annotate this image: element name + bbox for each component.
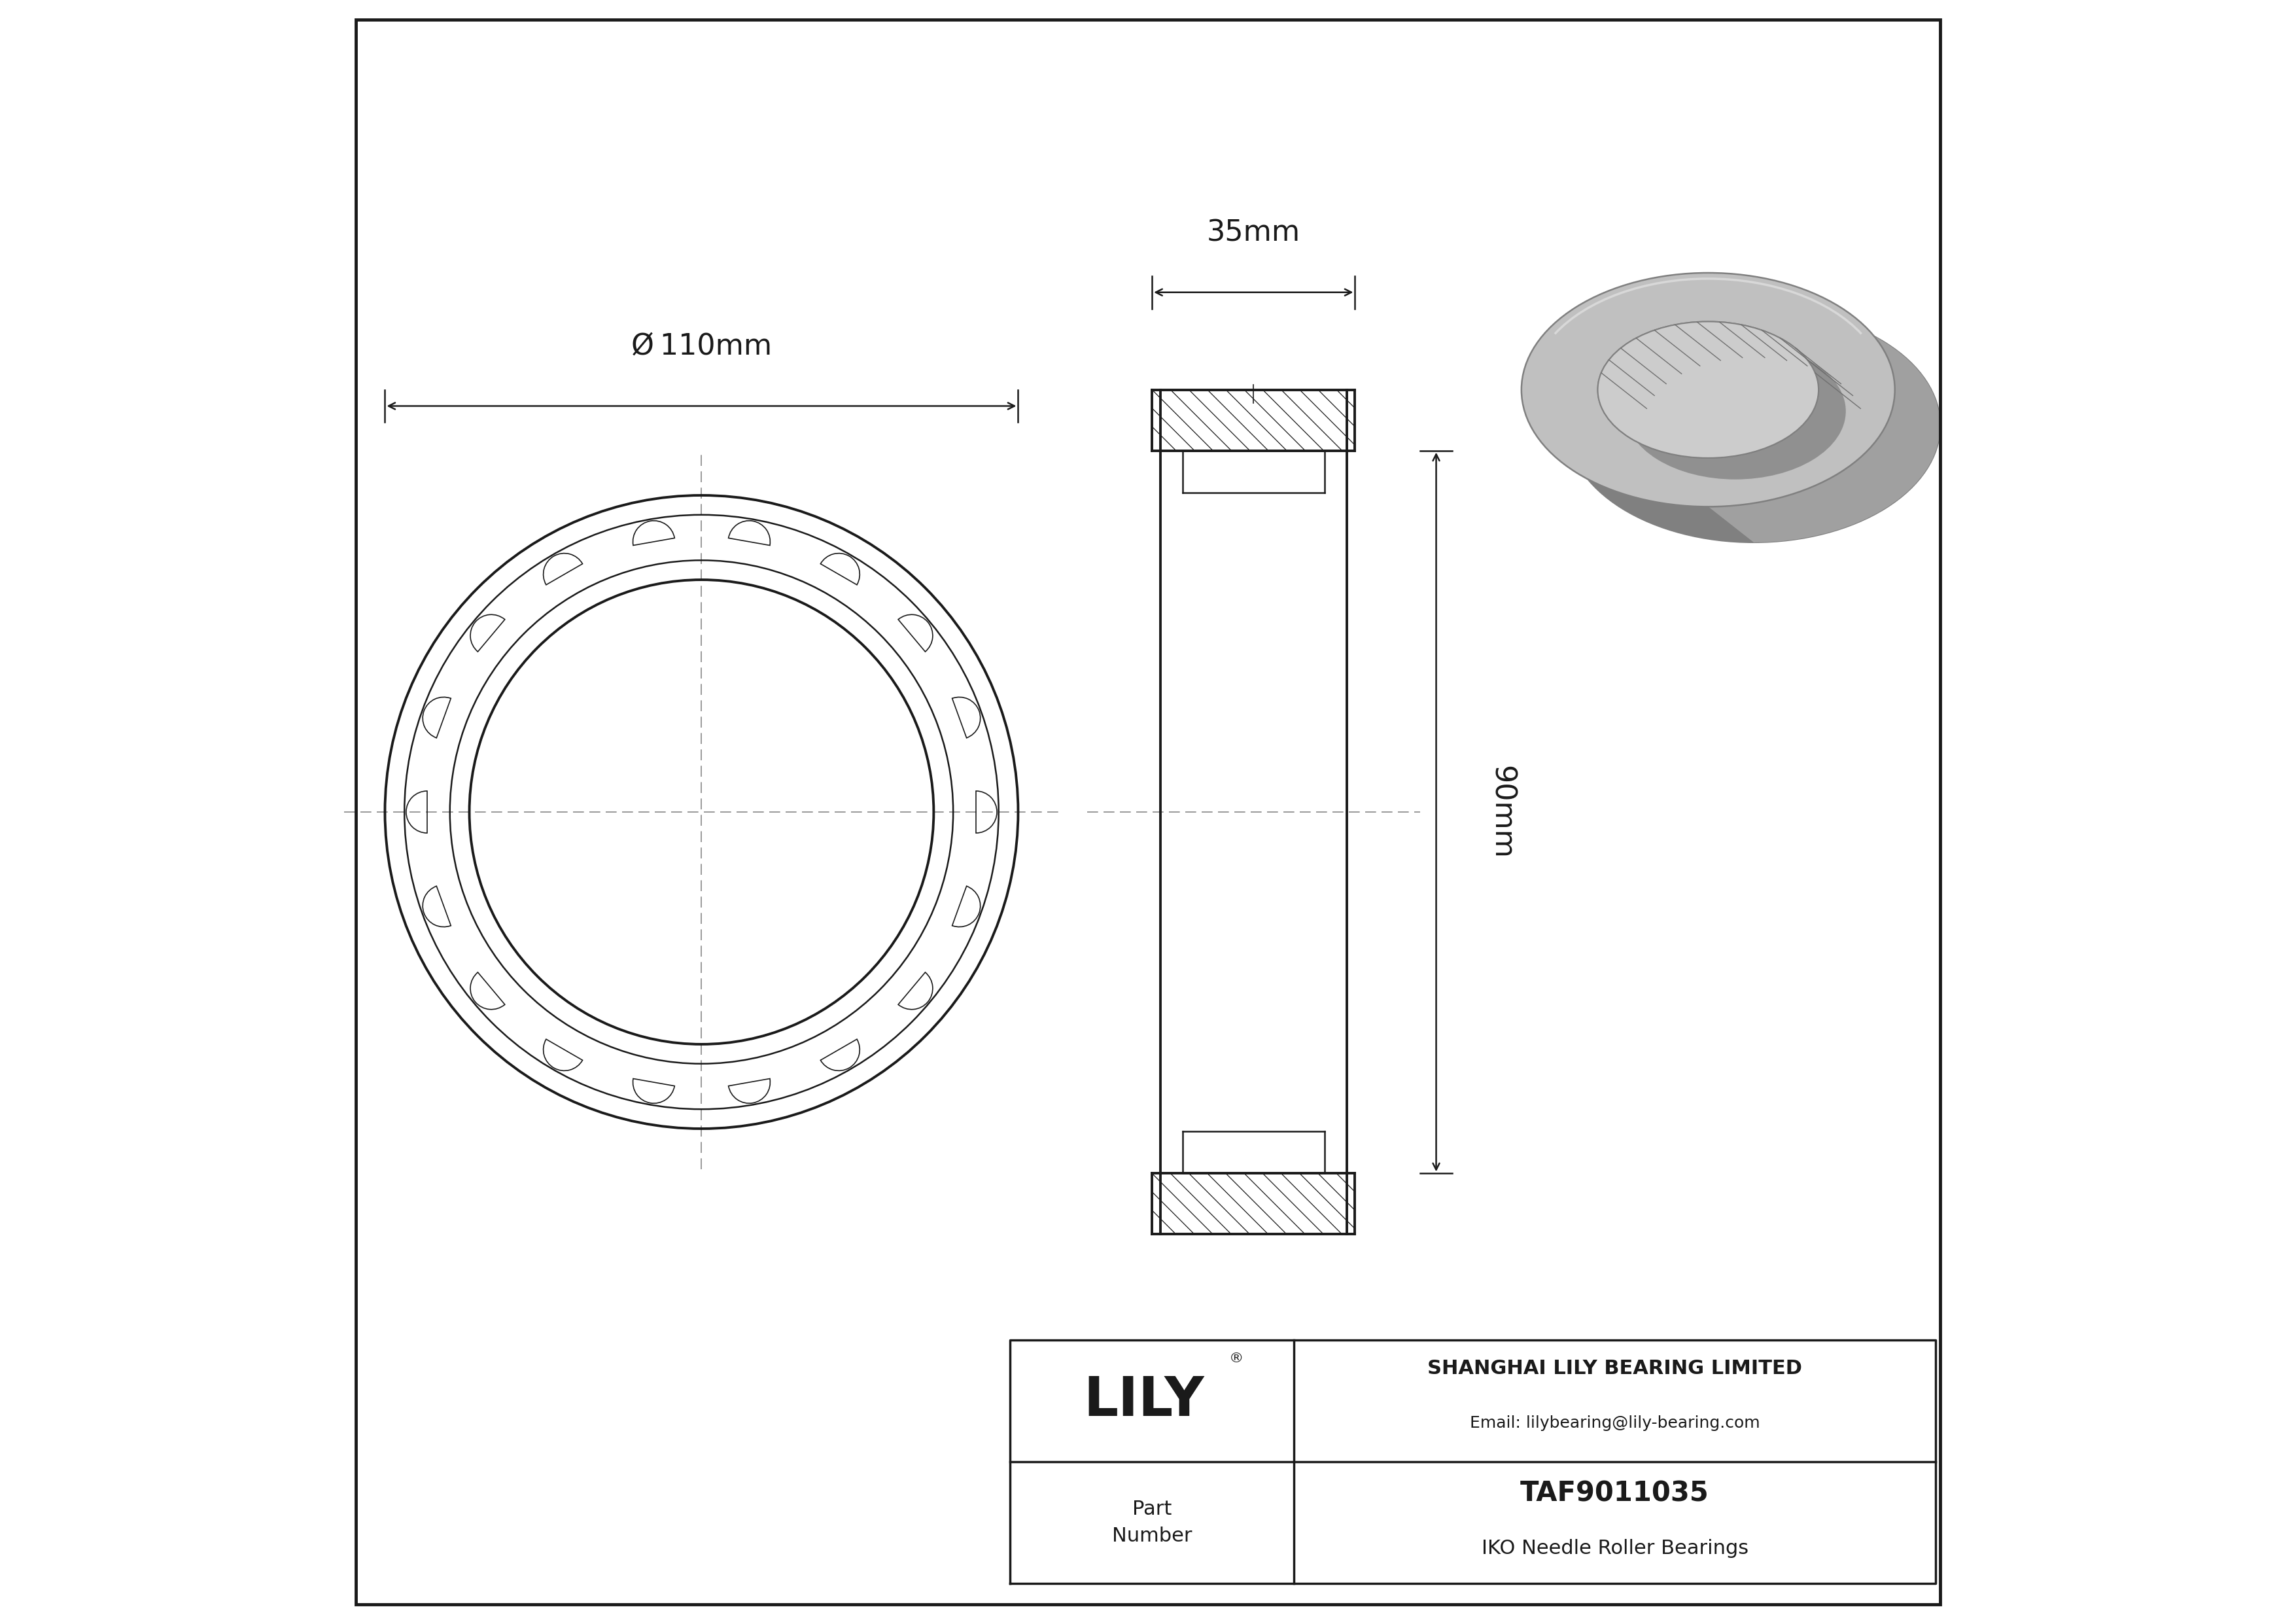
Text: IKO Needle Roller Bearings: IKO Needle Roller Bearings	[1481, 1540, 1747, 1557]
Ellipse shape	[1626, 343, 1846, 479]
Text: Part
Number: Part Number	[1111, 1499, 1192, 1546]
Text: TAF9011035: TAF9011035	[1520, 1479, 1708, 1507]
Ellipse shape	[1522, 273, 1894, 507]
Ellipse shape	[1598, 322, 1818, 458]
Text: ®: ®	[1228, 1351, 1244, 1366]
Text: 90mm: 90mm	[1488, 765, 1515, 859]
Ellipse shape	[1644, 357, 1864, 494]
Text: 35mm: 35mm	[1208, 219, 1300, 247]
Text: SHANGHAI LILY BEARING LIMITED: SHANGHAI LILY BEARING LIMITED	[1428, 1359, 1802, 1377]
Ellipse shape	[1566, 309, 1940, 542]
Ellipse shape	[1598, 322, 1818, 458]
Polygon shape	[1708, 273, 1940, 542]
Text: Email: lilybearing@lily-bearing.com: Email: lilybearing@lily-bearing.com	[1469, 1416, 1759, 1431]
Text: Ø 110mm: Ø 110mm	[631, 333, 771, 361]
Polygon shape	[1522, 273, 1754, 542]
Text: LILY: LILY	[1084, 1374, 1205, 1427]
